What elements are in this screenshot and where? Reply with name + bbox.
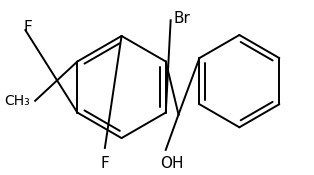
Text: F: F <box>23 20 32 35</box>
Text: F: F <box>100 156 109 171</box>
Text: Br: Br <box>174 11 191 26</box>
Text: OH: OH <box>160 156 183 171</box>
Text: CH₃: CH₃ <box>4 94 30 108</box>
